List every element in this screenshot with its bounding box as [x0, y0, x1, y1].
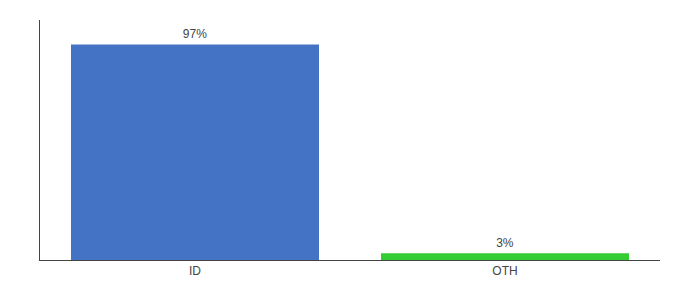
- svg-text:OTH: OTH: [492, 264, 517, 278]
- svg-text:3%: 3%: [496, 236, 514, 250]
- svg-text:ID: ID: [189, 264, 201, 278]
- svg-text:97%: 97%: [183, 27, 207, 41]
